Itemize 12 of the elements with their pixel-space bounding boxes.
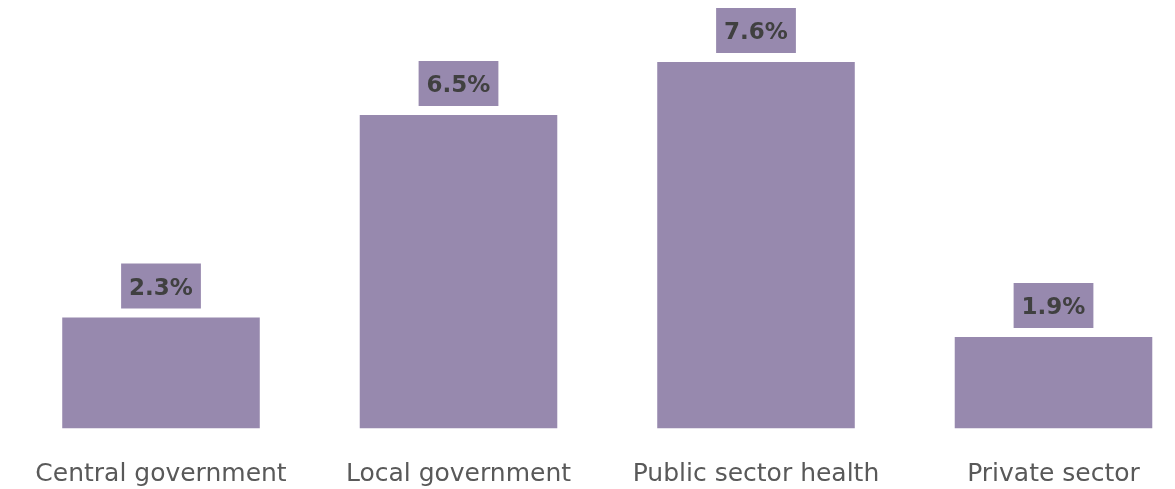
data-label: 7.6%	[724, 18, 788, 45]
x-tick-label: Private sector	[967, 457, 1141, 487]
x-tick-label: Public sector health	[632, 457, 880, 487]
x-tick-label: Central government	[35, 457, 287, 487]
bar	[359, 115, 558, 429]
bar	[657, 62, 855, 429]
data-label: 2.3%	[129, 273, 193, 300]
bar	[62, 317, 260, 429]
data-label: 1.9%	[1021, 292, 1086, 319]
x-tick-label: Local government	[345, 457, 572, 487]
data-label: 6.5%	[426, 71, 491, 98]
bar	[954, 336, 1153, 429]
